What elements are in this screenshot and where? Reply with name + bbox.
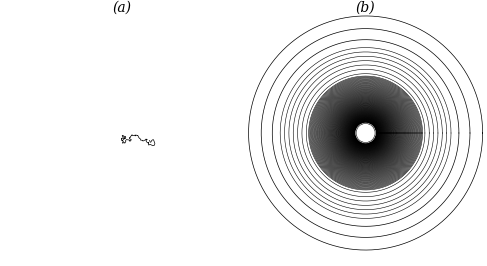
Circle shape xyxy=(356,123,375,143)
Title: (a): (a) xyxy=(112,0,131,14)
Title: (b): (b) xyxy=(356,0,375,14)
